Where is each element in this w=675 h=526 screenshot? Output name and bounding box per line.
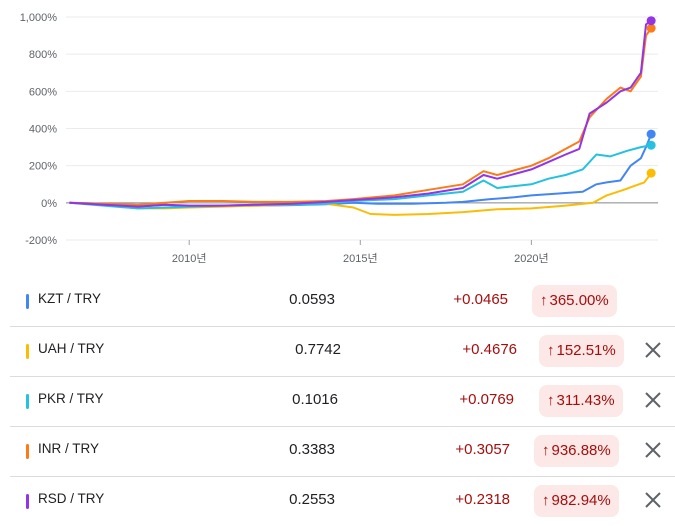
y-tick-label: 200% <box>29 161 57 173</box>
percent-change-value: 936.88% <box>551 442 611 459</box>
series-end-dot <box>646 168 656 178</box>
close-icon[interactable] <box>643 440 663 460</box>
absolute-change: +0.0769 <box>459 391 514 408</box>
series-color-marker <box>26 494 29 509</box>
currency-pair-label: UAH / TRY <box>38 341 105 356</box>
percent-change-value: 152.51% <box>556 342 616 359</box>
percent-change-badge: ↑ 982.94% <box>534 485 619 517</box>
percent-change-badge: ↑ 311.43% <box>539 385 623 417</box>
y-axis-ticks: -200% 0% 200% 400% 600% 800% 1,000% <box>20 12 58 247</box>
y-tick-label: 0% <box>41 198 57 210</box>
x-tick-label: 2015년 <box>343 252 378 265</box>
arrow-up-icon: ↑ <box>540 292 548 309</box>
series-end-dot <box>646 16 656 26</box>
series-end-dot <box>646 140 656 150</box>
x-axis-ticks: 2010년 2015년 2020년 <box>172 240 549 265</box>
y-tick-label: 1,000% <box>20 12 58 24</box>
list-item[interactable]: INR / TRY 0.3383 +0.3057 ↑ 936.88% <box>10 427 675 477</box>
list-item[interactable]: PKR / TRY 0.1016 +0.0769 ↑ 311.43% <box>10 377 675 427</box>
series-color-marker <box>26 294 29 309</box>
exchange-rate: 0.2553 <box>289 491 335 508</box>
series-lines <box>69 19 653 216</box>
currency-pair-label: INR / TRY <box>38 441 100 456</box>
series-color-marker <box>26 444 29 459</box>
series-line <box>69 27 653 206</box>
y-tick-label: 400% <box>29 124 57 136</box>
absolute-change: +0.0465 <box>453 291 508 308</box>
series-color-marker <box>26 394 29 409</box>
close-icon[interactable] <box>643 490 663 510</box>
y-tick-label: -200% <box>25 235 57 247</box>
exchange-rate: 0.3383 <box>289 441 335 458</box>
close-icon[interactable] <box>643 390 663 410</box>
x-tick-label: 2010년 <box>172 252 207 265</box>
arrow-up-icon: ↑ <box>542 442 550 459</box>
chart-gridlines <box>66 16 658 241</box>
currency-pair-label: PKR / TRY <box>38 391 104 406</box>
series-line <box>69 19 652 208</box>
list-item[interactable]: KZT / TRY 0.0593 +0.0465 ↑ 365.00% <box>10 277 675 327</box>
currency-pair-label: RSD / TRY <box>38 491 105 506</box>
series-line <box>69 133 653 208</box>
percent-change-badge: ↑ 365.00% <box>532 285 617 317</box>
exchange-rate: 0.1016 <box>292 391 338 408</box>
arrow-up-icon: ↑ <box>542 492 550 509</box>
percent-change-value: 982.94% <box>551 492 611 509</box>
list-item[interactable]: RSD / TRY 0.2553 +0.2318 ↑ 982.94% <box>10 477 675 526</box>
series-end-dot <box>646 23 656 33</box>
series-end-dots <box>646 16 656 178</box>
percent-change-value: 365.00% <box>549 292 609 309</box>
exchange-rate: 0.7742 <box>295 341 341 358</box>
series-color-marker <box>26 344 29 359</box>
absolute-change: +0.4676 <box>462 341 517 358</box>
absolute-change: +0.3057 <box>455 441 510 458</box>
percent-change-value: 311.43% <box>556 392 615 409</box>
currency-pair-label: KZT / TRY <box>38 291 102 306</box>
absolute-change: +0.2318 <box>455 491 510 508</box>
x-tick-label: 2020년 <box>514 252 549 265</box>
arrow-up-icon: ↑ <box>547 392 555 409</box>
list-item[interactable]: UAH / TRY 0.7742 +0.4676 ↑ 152.51% <box>10 327 675 377</box>
arrow-up-icon: ↑ <box>547 342 555 359</box>
currency-comparison-list: KZT / TRY 0.0593 +0.0465 ↑ 365.00% UAH / … <box>10 277 675 526</box>
percent-change-badge: ↑ 936.88% <box>534 435 619 467</box>
comparison-chart[interactable]: -200% 0% 200% 400% 600% 800% 1,000% 2010년 2015년… <box>0 0 675 275</box>
series-end-dot <box>646 129 656 139</box>
percent-change-badge: ↑ 152.51% <box>539 335 624 367</box>
exchange-rate: 0.0593 <box>289 291 335 308</box>
y-tick-label: 600% <box>29 86 57 98</box>
close-icon[interactable] <box>643 340 663 360</box>
y-tick-label: 800% <box>29 49 57 61</box>
